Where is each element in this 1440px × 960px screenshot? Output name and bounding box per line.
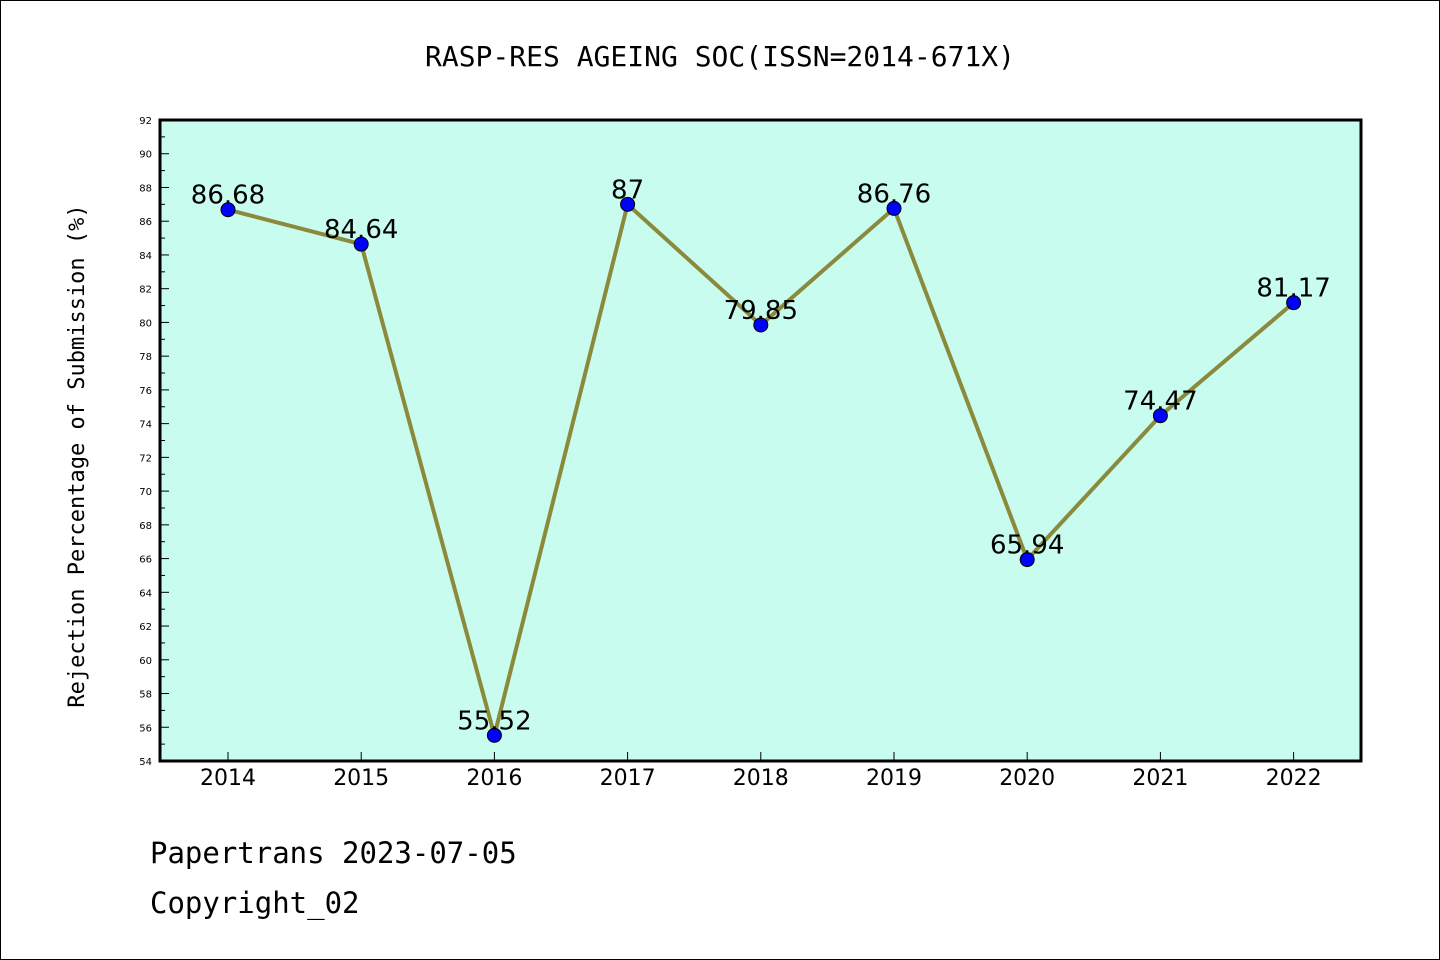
data-label: 55.52 (457, 706, 531, 736)
y-axis-ticks: 54 56 58 60 62 64 66 68 70 72 74 76 78 80 82 84 86 88 90 92 (139, 116, 169, 768)
y-tick-label: 72 (139, 453, 152, 464)
plot-area (158, 118, 1363, 763)
x-axis-ticks: 2014 2015 2016 2017 2018 2019 2020 2021 2022 (200, 752, 1322, 791)
x-tick-label: 2019 (866, 766, 922, 791)
y-axis-label: Rejection Percentage of Submission (%) (65, 204, 90, 707)
y-tick-label: 82 (139, 285, 152, 296)
data-point (353, 236, 369, 252)
y-tick-label: 78 (139, 352, 152, 363)
y-tick-label: 80 (139, 318, 152, 329)
series-layer: 86.68 84.64 55.52 87 79.85 86.76 65.94 74.47 81.… (191, 175, 1331, 743)
data-point (1286, 295, 1302, 311)
chart-title: RASP-RES AGEING SOC(ISSN=2014-671X) (425, 40, 1015, 73)
data-label: 74.47 (1123, 387, 1197, 417)
x-tick-label: 2021 (1132, 766, 1188, 791)
data-point (620, 196, 636, 212)
y-tick-label: 62 (139, 622, 152, 633)
data-point (1019, 552, 1035, 568)
data-label: 65.94 (990, 531, 1064, 561)
y-tick-label: 92 (139, 116, 152, 127)
data-point (486, 727, 502, 743)
data-label: 86.76 (857, 179, 931, 209)
data-label: 79.85 (724, 296, 798, 326)
data-point (1152, 408, 1168, 424)
data-label: 81.17 (1256, 274, 1330, 304)
data-point (886, 200, 902, 216)
y-tick-label: 88 (139, 183, 152, 194)
data-label: 86.68 (191, 181, 265, 211)
x-tick-label: 2014 (200, 766, 256, 791)
x-tick-label: 2020 (999, 766, 1055, 791)
y-tick-label: 76 (139, 386, 152, 397)
y-tick-label: 90 (139, 150, 152, 161)
x-tick-label: 2018 (733, 766, 789, 791)
x-tick-label: 2015 (333, 766, 389, 791)
x-tick-label: 2022 (1266, 766, 1322, 791)
y-tick-label: 54 (139, 757, 152, 768)
y-tick-label: 70 (139, 487, 152, 498)
y-tick-label: 84 (139, 251, 152, 262)
footer-copyright: Copyright_02 (150, 886, 360, 920)
footer-source: Papertrans 2023-07-05 (150, 836, 517, 870)
y-tick-label: 56 (139, 723, 152, 734)
y-tick-label: 68 (139, 521, 152, 532)
y-tick-label: 66 (139, 555, 152, 566)
data-point (220, 202, 236, 218)
y-tick-label: 86 (139, 217, 152, 228)
y-tick-label: 60 (139, 656, 152, 667)
y-tick-label: 58 (139, 690, 152, 701)
y-tick-label: 64 (139, 588, 152, 599)
x-tick-label: 2017 (600, 766, 656, 791)
x-tick-label: 2016 (466, 766, 522, 791)
data-label: 84.64 (324, 215, 398, 245)
y-tick-label: 74 (139, 420, 152, 431)
data-label: 87 (611, 175, 644, 205)
data-point (753, 317, 769, 333)
